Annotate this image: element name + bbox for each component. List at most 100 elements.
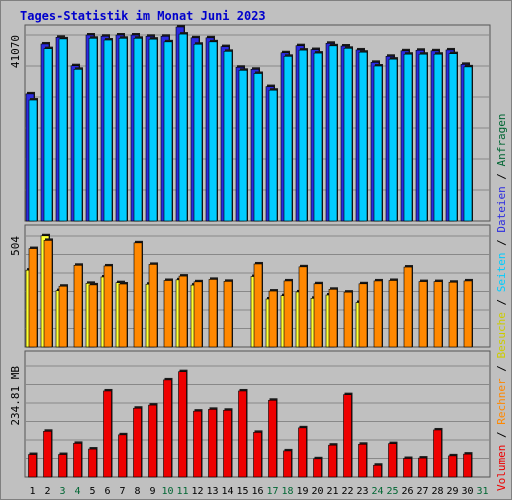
dateien-bar — [118, 38, 128, 222]
kbytes-bar — [148, 404, 157, 478]
legend-separator: / — [495, 425, 508, 445]
x-tick-label: 26 — [401, 486, 413, 497]
x-tick-label: 21 — [326, 486, 338, 497]
besuche-bar — [373, 280, 383, 348]
legend-entry-volumen: Volumen — [495, 445, 508, 491]
kbytes-bar — [268, 399, 277, 478]
x-tick-label: 11 — [176, 486, 188, 497]
besuche-bar — [178, 275, 188, 348]
besuche-bar — [418, 281, 428, 348]
dateien-bar — [73, 69, 83, 222]
legend-entry-seiten: Seiten — [495, 253, 508, 293]
dateien-bar — [283, 56, 293, 222]
besuche-bar — [433, 281, 443, 348]
dateien-bar — [238, 70, 248, 222]
dateien-bar — [298, 49, 308, 222]
dateien-bar — [463, 66, 473, 222]
legend-entry-anfragen: Anfragen — [495, 113, 508, 166]
kbytes-bar — [298, 427, 307, 478]
dateien-bar — [433, 53, 443, 222]
dateien-bar — [58, 38, 68, 222]
dateien-bar — [133, 38, 143, 222]
dateien-bar — [103, 39, 113, 222]
x-tick-label: 12 — [191, 486, 203, 497]
besuche-bar — [148, 264, 158, 348]
kbytes-bar — [118, 434, 127, 478]
x-tick-label: 1 — [29, 486, 35, 497]
besuche-bar — [73, 264, 83, 348]
dateien-bar — [88, 38, 98, 222]
kbytes-bar — [418, 457, 427, 478]
x-tick-label: 30 — [461, 486, 473, 497]
besuche-bar — [88, 284, 98, 348]
kbytes-bar — [403, 458, 412, 478]
kbytes-bar — [343, 394, 352, 478]
besuche-bar — [463, 280, 473, 348]
kbytes-bar — [358, 443, 367, 478]
besuche-bar — [193, 281, 203, 348]
besuche-bar — [43, 240, 53, 348]
x-tick-label: 10 — [161, 486, 173, 497]
dateien-bar — [448, 53, 458, 222]
besuche-bar — [343, 291, 353, 348]
dateien-bar — [328, 45, 338, 222]
besuche-bar — [313, 283, 323, 348]
dateien-bar — [343, 48, 353, 222]
kbytes-bar — [388, 443, 397, 478]
x-tick-label: 16 — [251, 486, 263, 497]
legend-separator: / — [495, 292, 508, 312]
besuche-bar — [163, 280, 173, 348]
besuche-bar — [118, 283, 128, 348]
kbytes-bar — [58, 454, 67, 478]
besuche-bar — [268, 290, 278, 348]
x-tick-label: 27 — [416, 486, 428, 497]
besuche-bar — [328, 288, 338, 348]
legend-entry-dateien: Dateien — [495, 186, 508, 232]
x-tick-label: 14 — [221, 486, 233, 497]
besuche-bar — [58, 285, 68, 348]
besuche-bar — [253, 263, 263, 348]
legend: Volumen / Rechner / Besuche / Seiten / D… — [495, 113, 508, 491]
kbytes-bar — [43, 430, 52, 478]
besuche-bar — [448, 281, 458, 348]
x-tick-label: 6 — [104, 486, 110, 497]
kbytes-bar — [133, 407, 142, 478]
besuche-bar — [403, 266, 413, 348]
kbytes-bar — [28, 454, 37, 478]
dateien-bar — [208, 41, 218, 222]
dateien-bar — [178, 33, 188, 222]
kbytes-bar — [433, 429, 442, 478]
x-tick-label: 2 — [44, 486, 50, 497]
besuche-bar — [208, 279, 218, 348]
dateien-bar — [358, 51, 368, 222]
dateien-bar — [403, 53, 413, 222]
legend-separator: / — [495, 233, 508, 253]
besuche-bar — [133, 242, 143, 348]
x-tick-label: 31 — [476, 486, 488, 497]
kbytes-bar — [103, 390, 112, 478]
besuche-bar — [298, 266, 308, 348]
kbytes-bar — [208, 409, 217, 478]
panel-2-max-label: 504 — [9, 236, 22, 256]
kbytes-bar — [448, 455, 457, 478]
legend-entry-besuche: Besuche — [495, 312, 508, 358]
dateien-bar — [388, 58, 398, 222]
dateien-bar — [223, 51, 233, 222]
kbytes-bar — [223, 409, 232, 478]
x-tick-label: 4 — [74, 486, 80, 497]
x-tick-label: 28 — [431, 486, 443, 497]
kbytes-bar — [463, 453, 472, 478]
x-tick-label: 29 — [446, 486, 458, 497]
legend-separator: / — [495, 359, 508, 379]
besuche-bar — [223, 281, 233, 348]
kbytes-bar — [88, 448, 97, 478]
dateien-bar — [43, 48, 53, 222]
besuche-bar — [103, 265, 113, 348]
kbytes-bar — [283, 450, 292, 478]
dateien-bar — [163, 41, 173, 222]
x-tick-label: 5 — [89, 486, 95, 497]
dateien-bar — [193, 43, 203, 222]
kbytes-bar — [328, 444, 337, 478]
kbytes-bar — [253, 432, 262, 478]
